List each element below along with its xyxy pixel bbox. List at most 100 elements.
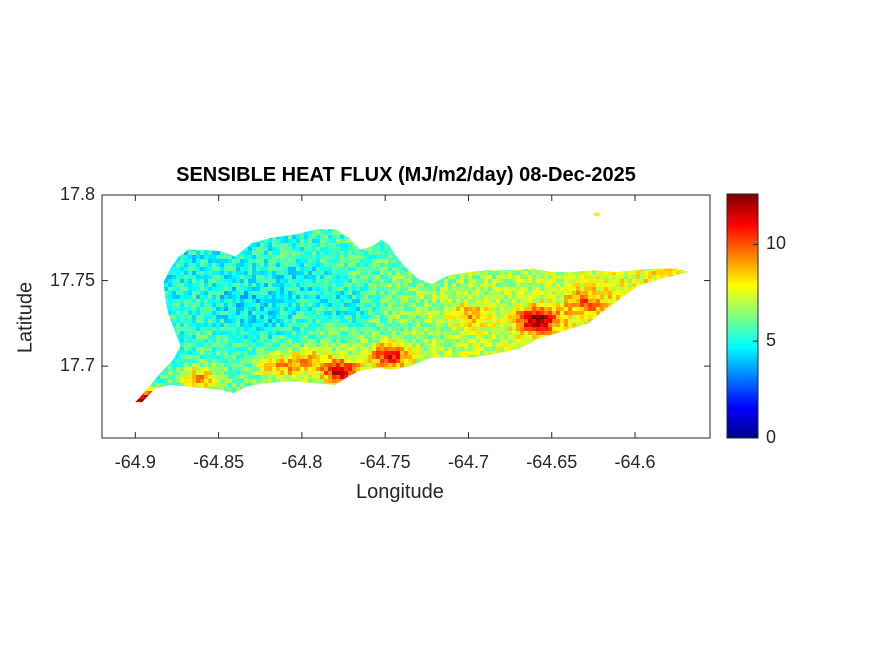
heat-cell xyxy=(388,263,393,268)
heat-cell xyxy=(284,327,289,332)
heat-cell xyxy=(248,299,253,304)
heat-cell xyxy=(284,339,289,344)
heat-cell xyxy=(404,271,409,276)
heat-cell xyxy=(192,299,197,304)
heat-cell xyxy=(356,335,361,340)
heat-cell xyxy=(580,283,585,288)
heat-cell xyxy=(212,255,217,260)
heat-cell xyxy=(220,279,225,284)
heat-cell xyxy=(188,255,193,260)
heat-cell xyxy=(308,319,313,324)
heat-cell xyxy=(500,271,505,276)
heat-cell xyxy=(268,307,273,312)
heat-cell xyxy=(324,339,329,344)
heat-cell xyxy=(376,335,381,340)
heat-cell xyxy=(644,279,649,284)
heat-cell xyxy=(380,295,385,300)
heat-cell xyxy=(280,323,285,328)
heat-cell xyxy=(360,339,365,344)
heat-cell xyxy=(364,323,369,328)
heat-cell xyxy=(548,299,553,304)
heat-cell xyxy=(268,267,273,272)
heat-cell xyxy=(564,311,569,316)
heat-cell xyxy=(468,299,473,304)
heat-cell xyxy=(568,271,573,276)
heat-cell xyxy=(432,303,437,308)
heat-cell xyxy=(260,327,265,332)
heat-cell xyxy=(196,311,201,316)
heat-cell xyxy=(572,299,577,304)
heat-cell xyxy=(284,311,289,316)
heat-cell xyxy=(352,287,357,292)
heat-cell xyxy=(280,271,285,276)
heat-cell xyxy=(368,351,373,356)
heat-cell xyxy=(196,259,201,264)
heat-cell xyxy=(520,315,525,320)
heat-cell xyxy=(568,287,573,292)
heat-cell xyxy=(384,339,389,344)
heat-cell xyxy=(312,303,317,308)
heat-cell xyxy=(364,279,369,284)
heat-cell xyxy=(272,267,277,272)
heat-cell xyxy=(336,335,341,340)
heat-cell xyxy=(628,271,633,276)
heat-cell xyxy=(188,355,193,360)
heat-cell xyxy=(332,335,337,340)
heat-cell xyxy=(592,315,597,320)
heat-cell xyxy=(408,283,413,288)
heat-cell xyxy=(508,331,513,336)
heat-cell xyxy=(388,319,393,324)
heat-cell xyxy=(248,339,253,344)
heat-cell xyxy=(196,299,201,304)
heat-cell xyxy=(212,335,217,340)
heat-cell xyxy=(300,243,305,248)
heat-cell xyxy=(392,291,397,296)
heat-cell xyxy=(344,327,349,332)
heat-cell xyxy=(184,339,189,344)
heat-cell xyxy=(352,251,357,256)
heat-cell xyxy=(560,295,565,300)
heat-cell xyxy=(400,335,405,340)
heat-cell xyxy=(472,343,477,348)
heat-cell xyxy=(600,303,605,308)
heat-cell xyxy=(532,335,537,340)
heat-cell xyxy=(228,319,233,324)
heat-cell xyxy=(560,279,565,284)
heat-cell xyxy=(284,355,289,360)
heat-cell xyxy=(416,299,421,304)
heat-cell xyxy=(236,271,241,276)
heat-cell xyxy=(576,271,581,276)
heat-cell xyxy=(240,339,245,344)
heat-cell xyxy=(256,251,261,256)
heat-cell xyxy=(296,255,301,260)
heat-cell xyxy=(180,255,185,260)
heat-cell xyxy=(272,263,277,268)
heat-cell xyxy=(252,347,257,352)
heat-cell xyxy=(600,283,605,288)
heat-cell xyxy=(344,235,349,240)
heat-cell xyxy=(172,263,177,268)
heat-cell xyxy=(200,311,205,316)
heat-cell xyxy=(468,319,473,324)
heat-cell xyxy=(280,251,285,256)
heat-cell xyxy=(460,275,465,280)
heat-cell xyxy=(368,295,373,300)
heat-cell xyxy=(208,327,213,332)
heat-cell xyxy=(396,287,401,292)
heat-cell xyxy=(232,263,237,268)
heat-cell xyxy=(252,299,257,304)
heat-cell xyxy=(284,271,289,276)
heat-cell xyxy=(168,299,173,304)
heat-cell xyxy=(212,327,217,332)
heat-cell xyxy=(528,303,533,308)
heat-cell xyxy=(228,279,233,284)
heat-cell xyxy=(464,307,469,312)
heat-cell xyxy=(300,307,305,312)
heat-cell xyxy=(308,243,313,248)
heat-cell xyxy=(404,295,409,300)
heat-cell xyxy=(460,287,465,292)
heat-cell xyxy=(368,259,373,264)
heat-cell xyxy=(180,275,185,280)
heat-cell xyxy=(576,307,581,312)
heat-cell xyxy=(288,295,293,300)
